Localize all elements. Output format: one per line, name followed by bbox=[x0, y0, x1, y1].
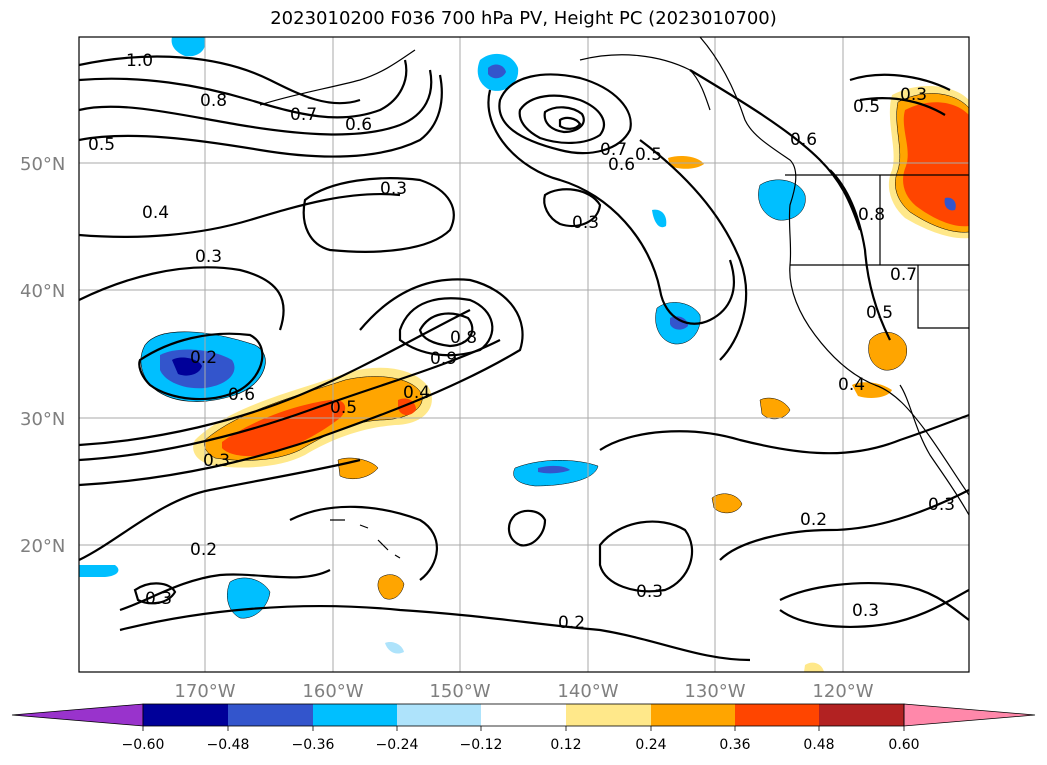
contour-label: 0.2 bbox=[558, 613, 585, 633]
contour-label: 0.5 bbox=[866, 303, 893, 323]
lon-label: 150°W bbox=[429, 681, 490, 702]
contour-label: 0.3 bbox=[852, 601, 879, 621]
colorbar-tick-label: 0.60 bbox=[888, 737, 919, 753]
contour-label: 0.7 bbox=[890, 265, 917, 285]
lat-label: 20°N bbox=[20, 536, 65, 557]
lat-labels: 50°N 40°N 30°N 20°N bbox=[20, 154, 65, 557]
contour-label: 1.0 bbox=[126, 51, 153, 71]
lat-label: 50°N bbox=[20, 154, 65, 175]
colorbar-segment bbox=[313, 704, 397, 726]
colorbar-tick-label: −0.48 bbox=[207, 737, 250, 753]
contour-label: 0.3 bbox=[636, 582, 663, 602]
colorbar-segment bbox=[735, 704, 819, 726]
contour-label: 0.3 bbox=[380, 179, 407, 199]
contour-labels: 1.0 0.8 0.7 0.6 0.5 0.4 0.3 0.3 0.2 0.6 … bbox=[88, 51, 955, 633]
colorbar-segment bbox=[397, 704, 481, 726]
colorbar-tick-label: −0.12 bbox=[460, 737, 503, 753]
map-title: 2023010200 F036 700 hPa PV, Height PC (2… bbox=[270, 8, 777, 29]
contour-label: 0.7 bbox=[600, 140, 627, 160]
lat-label: 30°N bbox=[20, 409, 65, 430]
colorbar-tick-label: 0.36 bbox=[719, 737, 750, 753]
contour-label: 0.2 bbox=[190, 540, 217, 560]
lon-label: 160°W bbox=[302, 681, 363, 702]
colorbar-segment bbox=[143, 704, 228, 726]
lon-label: 120°W bbox=[812, 681, 873, 702]
colorbar-tick-label: 0.48 bbox=[803, 737, 834, 753]
height-contours bbox=[79, 55, 969, 662]
contour-label: 0.4 bbox=[838, 375, 865, 395]
contour-label: 0.6 bbox=[345, 115, 372, 135]
contour-label: 0.3 bbox=[928, 495, 955, 515]
colorbar-tick-label: 0.12 bbox=[550, 737, 581, 753]
contour-label: 0.3 bbox=[572, 213, 599, 233]
contour-label: 0.2 bbox=[190, 348, 217, 368]
lon-label: 130°W bbox=[684, 681, 745, 702]
colorbar-tick-label: 0.24 bbox=[635, 737, 666, 753]
contour-label: 0.3 bbox=[203, 451, 230, 471]
colorbar-segment bbox=[11, 703, 144, 727]
contour-label: 0.5 bbox=[88, 135, 115, 155]
colorbar-segment bbox=[903, 703, 1036, 727]
colorbar-segment bbox=[481, 704, 566, 726]
contour-label: 0.4 bbox=[142, 203, 169, 223]
contour-label: 0.5 bbox=[853, 97, 880, 117]
lat-label: 40°N bbox=[20, 281, 65, 302]
colorbar-frame bbox=[142, 703, 905, 727]
contour-label: 0.3 bbox=[195, 247, 222, 267]
gridlines bbox=[79, 37, 969, 672]
contour-label: 0.9 bbox=[430, 349, 457, 369]
contour-label: 0.8 bbox=[858, 205, 885, 225]
contour-label: 0.8 bbox=[450, 328, 477, 348]
contour-label: 0.4 bbox=[403, 383, 430, 403]
contour-label: 0.6 bbox=[228, 385, 255, 405]
contour-label: 0.6 bbox=[608, 155, 635, 175]
colorbar-segment bbox=[566, 704, 651, 726]
shaded-regions bbox=[79, 37, 969, 672]
contour-label: 0.3 bbox=[145, 589, 172, 609]
lon-label: 170°W bbox=[174, 681, 235, 702]
coastlines bbox=[259, 37, 969, 559]
colorbar-segment bbox=[228, 704, 313, 726]
contour-label: 0.7 bbox=[290, 105, 317, 125]
contour-label: 0.5 bbox=[635, 145, 662, 165]
contour-label: 0.8 bbox=[200, 91, 227, 111]
contour-label: 0.3 bbox=[900, 85, 927, 105]
lon-label: 140°W bbox=[557, 681, 618, 702]
contour-label: 0.5 bbox=[330, 398, 357, 418]
contour-label: 0.2 bbox=[800, 510, 827, 530]
colorbar-segment bbox=[819, 704, 904, 726]
colorbar-tick-label: −0.60 bbox=[122, 737, 165, 753]
lon-labels: 170°W 160°W 150°W 140°W 130°W 120°W bbox=[174, 681, 873, 702]
colorbar-segment bbox=[651, 704, 735, 726]
colorbar-tick-label: −0.36 bbox=[292, 737, 335, 753]
colorbar-tick-label: −0.24 bbox=[376, 737, 419, 753]
map-frame bbox=[78, 36, 970, 673]
contour-label: 0.6 bbox=[790, 130, 817, 150]
colorbar: −0.60 −0.48 −0.36 −0.24 −0.12 0.12 0.24 … bbox=[11, 703, 1036, 753]
